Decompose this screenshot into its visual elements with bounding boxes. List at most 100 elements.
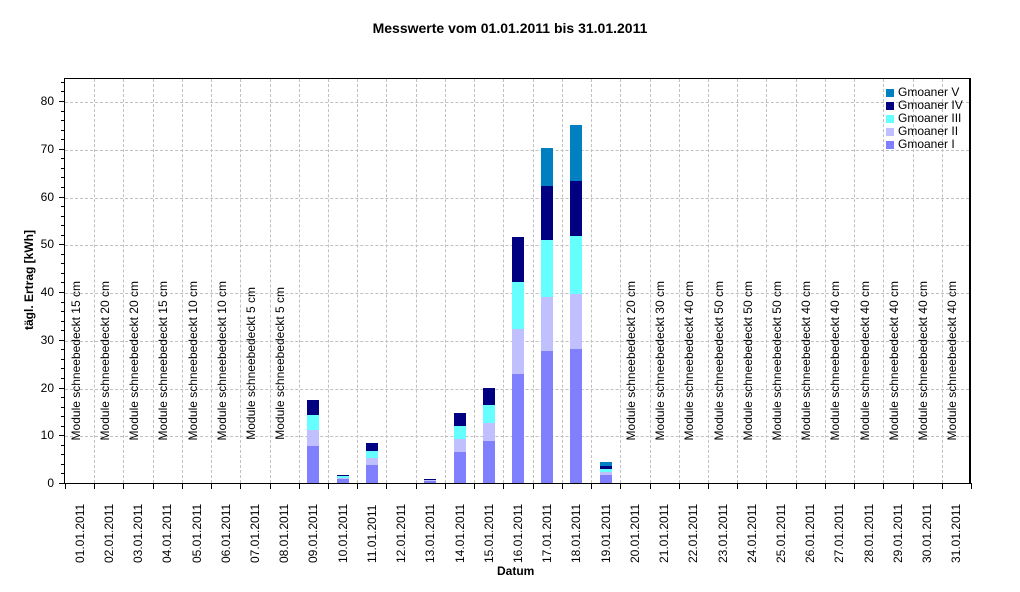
bar-segment xyxy=(541,147,553,186)
y-tick-label: 80 xyxy=(40,94,54,108)
gridline-vertical xyxy=(883,79,885,483)
x-tick xyxy=(328,483,329,489)
bar-segment xyxy=(454,439,466,452)
gridline-vertical xyxy=(123,79,125,483)
x-tick xyxy=(270,483,271,489)
bar-segment xyxy=(512,374,524,483)
gridline-vertical xyxy=(152,79,154,483)
x-tick xyxy=(620,483,621,489)
y-minor-tick xyxy=(61,111,65,112)
y-minor-tick xyxy=(61,330,65,331)
legend-label: Gmoaner IV xyxy=(898,98,963,112)
x-axis xyxy=(64,483,972,484)
gridline-vertical xyxy=(678,79,680,483)
bar-segment xyxy=(600,469,612,472)
x-tick xyxy=(474,483,475,489)
y-minor-tick xyxy=(61,177,65,178)
x-tick xyxy=(825,483,826,489)
gridline-vertical xyxy=(240,79,242,483)
y-minor-tick xyxy=(61,254,65,255)
gridline-vertical xyxy=(561,79,563,483)
snow-annotation: Module schneebedeckt 10 cm xyxy=(215,280,229,440)
gridline-vertical xyxy=(474,79,476,483)
snow-annotation: Module schneebedeckt 50 cm xyxy=(712,280,726,440)
x-tick-label: 18.01.2011 xyxy=(569,503,583,563)
y-minor-tick xyxy=(61,130,65,131)
x-tick xyxy=(299,483,300,489)
gridline-vertical xyxy=(181,79,183,483)
bar-segment xyxy=(570,236,582,294)
x-tick-label: 08.01.2011 xyxy=(277,503,291,563)
legend-label: Gmoaner V xyxy=(898,85,960,99)
legend-label: Gmoaner III xyxy=(898,111,962,125)
bar-segment xyxy=(570,181,582,237)
bar-segment xyxy=(337,474,349,476)
bar-segment xyxy=(337,478,349,480)
x-tick-label: 19.01.2011 xyxy=(599,503,613,563)
x-tick xyxy=(766,483,767,489)
gridline-vertical xyxy=(737,79,739,483)
gridline-vertical xyxy=(591,79,593,483)
gridline-vertical xyxy=(386,79,388,483)
x-tick-label: 31.01.2011 xyxy=(949,503,963,563)
x-tick xyxy=(65,483,66,489)
legend-item: Gmoaner II xyxy=(886,125,963,138)
snow-annotation: Module schneebedeckt 40 cm xyxy=(887,280,901,440)
gridline-vertical xyxy=(941,79,943,483)
x-tick xyxy=(942,483,943,489)
x-tick-label: 20.01.2011 xyxy=(628,503,642,563)
x-tick-label: 26.01.2011 xyxy=(803,503,817,563)
y-minor-tick xyxy=(61,426,65,427)
y-tick-label: 0 xyxy=(47,476,54,490)
x-tick xyxy=(883,483,884,489)
x-tick-label: 10.01.2011 xyxy=(336,503,350,563)
x-tick-label: 14.01.2011 xyxy=(453,503,467,563)
x-tick-label: 21.01.2011 xyxy=(657,503,671,563)
bar-segment xyxy=(424,481,436,483)
x-tick xyxy=(416,483,417,489)
chart-title: Messwerte vom 01.01.2011 bis 31.01.2011 xyxy=(372,20,648,36)
x-tick xyxy=(503,483,504,489)
legend-swatch xyxy=(886,127,894,136)
gridline-vertical xyxy=(357,79,359,483)
y-minor-tick xyxy=(61,349,65,350)
gridline-vertical xyxy=(824,79,826,483)
y-minor-tick xyxy=(61,273,65,274)
y-minor-tick xyxy=(61,168,65,169)
snow-annotation: Module schneebedeckt 50 cm xyxy=(770,280,784,440)
y-axis-title: tägl. Ertrag [kWh] xyxy=(20,80,38,480)
legend-item: Gmoaner I xyxy=(886,138,963,151)
x-tick xyxy=(386,483,387,489)
y-minor-tick xyxy=(61,397,65,398)
x-tick xyxy=(913,483,914,489)
x-tick-label: 23.01.2011 xyxy=(716,503,730,563)
gridline-vertical xyxy=(912,79,914,483)
y-minor-tick xyxy=(61,91,65,92)
snow-annotation: Module schneebedeckt 30 cm xyxy=(653,280,667,440)
legend-swatch xyxy=(886,101,894,110)
x-tick-label: 16.01.2011 xyxy=(511,503,525,563)
gridline-vertical xyxy=(649,79,651,483)
gridline-vertical xyxy=(795,79,797,483)
bar-segment xyxy=(454,412,466,427)
legend-swatch xyxy=(886,140,894,149)
y-tick-label: 30 xyxy=(40,333,54,347)
x-tick-label: 07.01.2011 xyxy=(248,503,262,563)
snow-annotation: Module schneebedeckt 10 cm xyxy=(186,280,200,440)
gridline-vertical xyxy=(532,79,534,483)
x-tick-label: 05.01.2011 xyxy=(190,503,204,563)
gridline-vertical xyxy=(444,79,446,483)
gridline-horizontal xyxy=(65,197,969,199)
bar-segment xyxy=(570,348,582,483)
y-minor-tick xyxy=(61,473,65,474)
x-tick xyxy=(94,483,95,489)
x-tick xyxy=(971,483,972,489)
snow-annotation: Module schneebedeckt 40 cm xyxy=(799,280,813,440)
x-tick xyxy=(357,483,358,489)
gridline-vertical xyxy=(328,79,330,483)
snow-annotation: Module schneebedeckt 40 cm xyxy=(916,280,930,440)
bar-segment xyxy=(454,451,466,483)
gridline-vertical xyxy=(269,79,271,483)
x-tick-label: 01.01.2011 xyxy=(73,503,87,563)
y-tick-label: 50 xyxy=(40,237,54,251)
